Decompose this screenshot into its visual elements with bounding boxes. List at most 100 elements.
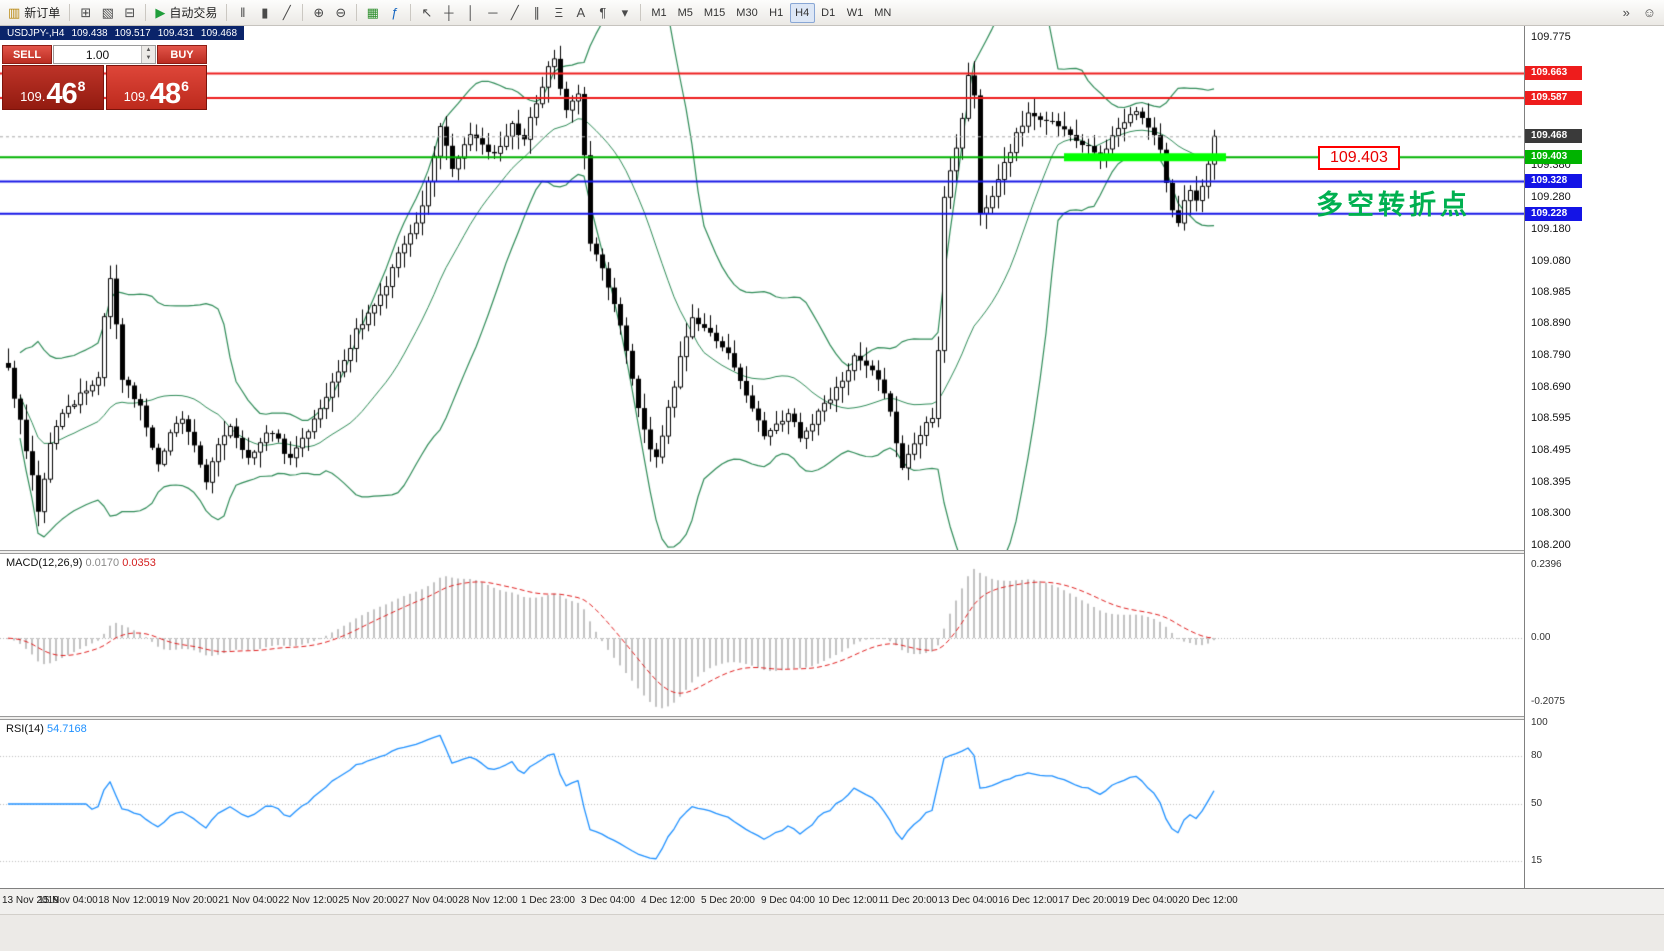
timeframe-button-m15[interactable]: M15	[699, 3, 730, 23]
profiles-icon: ▧	[101, 5, 114, 20]
time-axis-label: 5 Dec 20:00	[701, 895, 755, 906]
level-price-box: 109.228	[1525, 206, 1582, 221]
price-axis[interactable]: 109.775 109.380 109.280 109.180 109.080 108.9…	[1524, 26, 1664, 888]
bid-pips: 46	[46, 78, 77, 110]
text-icon: A	[576, 5, 586, 20]
rsi-name: RSI(14)	[6, 723, 44, 735]
main-chart-canvas[interactable]	[0, 26, 1524, 550]
new-order-icon: ▥	[8, 5, 21, 20]
indicators-icon: ƒ	[391, 5, 399, 20]
volume-spinner: ▲ ▼	[141, 46, 155, 63]
channel-button[interactable]: ∥	[526, 3, 547, 23]
line-chart-icon: ╱	[282, 5, 291, 20]
level-price-box: 109.663	[1525, 66, 1582, 81]
candlestick-chart-button[interactable]: ▮	[254, 3, 275, 23]
macd-scale-label: 0.00	[1531, 632, 1551, 644]
time-axis-label: 16 Dec 12:00	[998, 895, 1058, 906]
new-order-button[interactable]: ▥ 新订单	[4, 3, 64, 23]
shapes-dropdown-button[interactable]: ▾	[614, 3, 635, 23]
price-axis-label: 108.495	[1531, 444, 1571, 457]
time-axis-label: 17 Dec 20:00	[1058, 895, 1118, 906]
terminal-icon: ⊟	[124, 5, 136, 20]
volume-down-button[interactable]: ▼	[142, 54, 155, 63]
text-button[interactable]: A	[570, 3, 591, 23]
rsi-splitter[interactable]	[0, 716, 1664, 720]
bottom-strip	[0, 914, 1664, 951]
price-axis-label: 108.985	[1531, 286, 1571, 299]
toolbar-separator	[226, 4, 228, 21]
symbol-period-label: USDJPY-,H4	[7, 27, 65, 39]
macd-scale-label: 0.2396	[1531, 558, 1562, 570]
quote-close: 109.468	[200, 27, 238, 39]
zoom-in-button[interactable]: ⊕	[308, 3, 329, 23]
bar-chart-button[interactable]: ‖	[232, 3, 253, 23]
channel-icon: ∥	[533, 5, 541, 20]
macd-splitter[interactable]	[0, 550, 1664, 554]
new-order-button-label: 新订单	[24, 6, 61, 20]
price-axis-label: 109.775	[1531, 31, 1571, 44]
timeframe-button-m5[interactable]: M5	[673, 3, 698, 23]
bid-prefix: 109.	[20, 89, 46, 104]
terminal-button[interactable]: ⊟	[119, 3, 140, 23]
vertical-line-button[interactable]: │	[460, 3, 481, 23]
time-axis-label: 19 Nov 20:00	[158, 895, 218, 906]
chevron-down-icon: ▾	[621, 5, 629, 20]
rsi-panel-canvas[interactable]	[0, 720, 1524, 888]
cursor-button[interactable]: ↖	[416, 3, 437, 23]
candles-icon: ▮	[261, 5, 269, 20]
timeframe-button-h1[interactable]: H1	[764, 3, 789, 23]
fibonacci-icon: Ξ	[554, 5, 564, 20]
chevron-down-icon: ▼	[145, 55, 152, 62]
horizontal-line-button[interactable]: ─	[482, 3, 503, 23]
sell-price-box[interactable]: 109. 46 8	[2, 65, 104, 110]
timeframe-button-d1[interactable]: D1	[816, 3, 841, 23]
label-button[interactable]: ¶	[592, 3, 613, 23]
timeframe-button-m1[interactable]: M1	[646, 3, 671, 23]
toolbar-separator	[356, 4, 358, 21]
macd-panel-canvas[interactable]	[0, 554, 1524, 716]
horizontal-line-icon: ─	[488, 5, 498, 20]
indicators-button[interactable]: ƒ	[384, 3, 405, 23]
macd-main-value: 0.0170	[85, 557, 120, 569]
buy-price-box[interactable]: 109. 48 6	[105, 65, 207, 110]
price-axis-label: 108.890	[1531, 316, 1571, 329]
tile-windows-button[interactable]: ▦	[362, 3, 383, 23]
toolbar-separator	[410, 4, 412, 21]
profiles-button[interactable]: ▧	[97, 3, 118, 23]
new-chart-button[interactable]: ⊞	[75, 3, 96, 23]
time-axis-label: 3 Dec 04:00	[581, 895, 635, 906]
autotrading-button[interactable]: ▶ 自动交易	[151, 3, 221, 23]
fibonacci-button[interactable]: Ξ	[548, 3, 569, 23]
line-chart-button[interactable]: ╱	[276, 3, 297, 23]
current-price-box: 109.468	[1525, 129, 1582, 144]
zoom-out-button[interactable]: ⊖	[330, 3, 351, 23]
timeframe-button-w1[interactable]: W1	[842, 3, 869, 23]
price-axis-label: 108.690	[1531, 381, 1571, 394]
rsi-scale-label: 50	[1531, 798, 1543, 809]
rsi-value: 54.7168	[46, 723, 87, 735]
toolbar-separator	[145, 4, 147, 21]
volume-input[interactable]	[54, 46, 141, 63]
ask-point: 6	[181, 78, 189, 94]
price-axis-label: 109.180	[1531, 223, 1571, 236]
toolbar-separator	[640, 4, 642, 21]
timeframe-button-mn[interactable]: MN	[869, 3, 896, 23]
tile-windows-icon: ▦	[366, 5, 379, 20]
community-button[interactable]: ☺	[1639, 3, 1660, 23]
toolbar: ▥ 新订单 ⊞ ▧ ⊟ ▶ 自动交易 ‖ ▮ ╱ ⊕ ⊖ ▦ ƒ ↖ ┼ │ ─ ╱ ∥ Ξ A ¶ ▾ M1 M5 M15 M30 H…	[0, 0, 1664, 26]
sell-button[interactable]: SELL	[2, 45, 52, 64]
timeframe-button-h4[interactable]: H4	[789, 2, 815, 23]
autotrading-button-label: 自动交易	[169, 6, 218, 20]
crosshair-button[interactable]: ┼	[438, 3, 459, 23]
price-axis-label: 109.280	[1531, 190, 1571, 203]
buy-button[interactable]: BUY	[157, 45, 207, 64]
trendline-button[interactable]: ╱	[504, 3, 525, 23]
zoom-in-icon: ⊕	[313, 5, 325, 20]
toolbar-overflow-button[interactable]: »	[1616, 3, 1637, 23]
timeframe-button-m30[interactable]: M30	[731, 3, 762, 23]
macd-name: MACD(12,26,9)	[6, 557, 83, 569]
time-axis[interactable]: 13 Nov 2019 15 Nov 04:00 18 Nov 12:00 19 No…	[0, 888, 1664, 914]
vertical-line-icon: │	[466, 5, 475, 20]
price-callout-label: 109.403	[1318, 146, 1400, 170]
volume-up-button[interactable]: ▲	[142, 46, 155, 55]
